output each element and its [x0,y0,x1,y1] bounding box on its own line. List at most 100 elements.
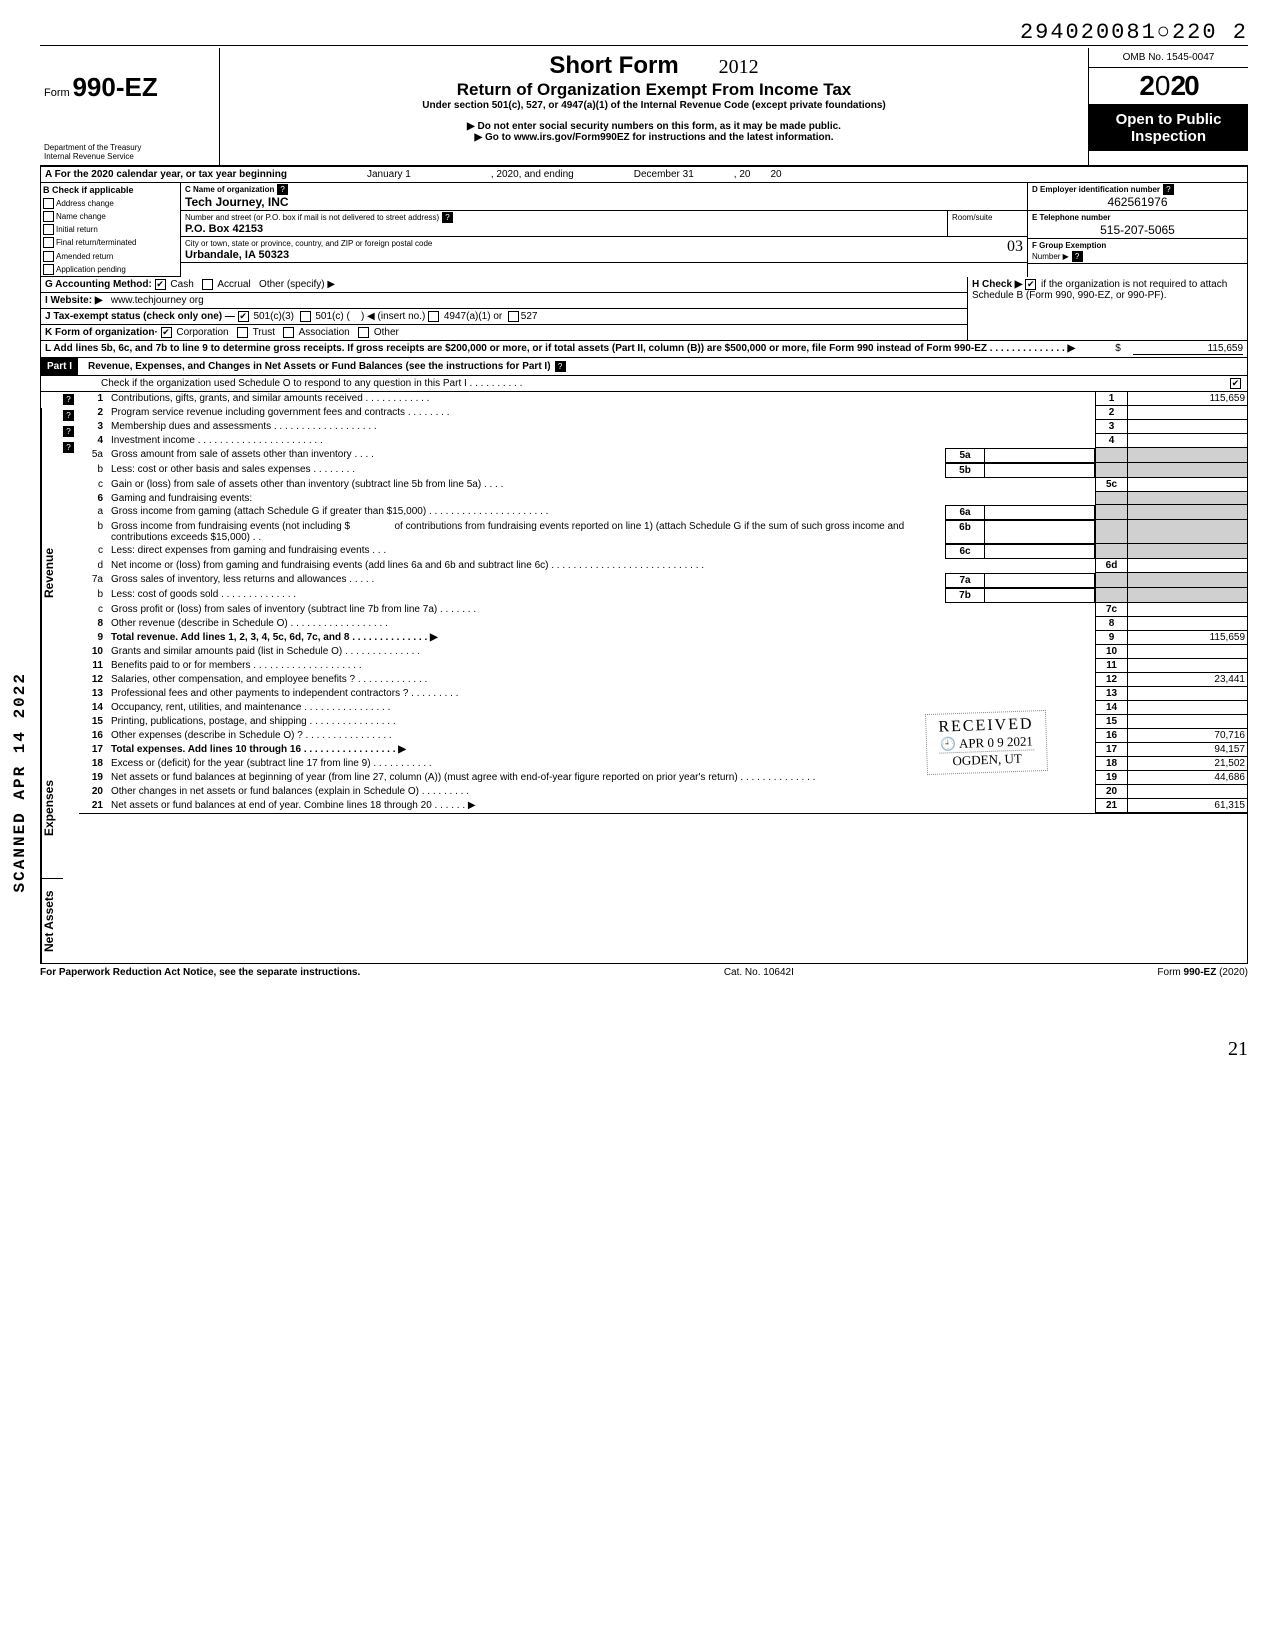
line-6: 6 Gaming and fundraising events: [79,492,1247,505]
line-amt-shade [1127,520,1247,544]
b-name-change[interactable]: Name change [41,210,180,223]
i-label: I Website: ▶ [45,295,103,306]
line-a: A For the 2020 calendar year, or tax yea… [40,167,1248,183]
g-accrual-check[interactable] [202,279,213,290]
help-icon[interactable]: ? [442,212,453,223]
subtitle: Under section 501(c), 527, or 4947(a)(1)… [230,100,1078,111]
line-box: 7c [1095,603,1127,617]
line-text: Gaming and fundraising events: [109,492,1095,505]
k-trust-check[interactable] [237,327,248,338]
inner-amt [985,588,1095,603]
line-amount [1127,701,1247,715]
part1-schedule-o-check[interactable] [1230,378,1241,389]
line-6d: d Net income or (loss) from gaming and f… [79,559,1247,573]
line-text: Program service revenue including govern… [109,406,1095,420]
revenue-sidelabel: Revenue [41,408,63,738]
j-4947-check[interactable] [428,311,439,322]
line-text: Total revenue. Add lines 1, 2, 3, 4, 5c,… [109,631,1095,645]
help-icon[interactable]: ? [1163,184,1174,195]
k-other: Other [374,327,399,338]
note-website: ▶ Go to www.irs.gov/Form990EZ for instru… [230,132,1078,143]
inner-amt [985,520,1095,544]
line-box: 13 [1095,687,1127,701]
line-number: c [79,603,109,617]
g-cash-check[interactable] [155,279,166,290]
line-number: 13 [79,687,109,701]
line-box: 10 [1095,645,1127,659]
line-box-shade [1095,520,1127,544]
line-box: 2 [1095,406,1127,420]
f-label2: Number ▶ [1032,252,1069,261]
line-amount [1127,434,1247,448]
line-text: Less: direct expenses from gaming and fu… [109,544,945,559]
line-text: Gross income from gaming (attach Schedul… [109,505,945,520]
note-ssn: ▶ Do not enter social security numbers o… [230,121,1078,132]
line-number: 1 [79,392,109,406]
omb-number: OMB No. 1545-0047 [1089,48,1248,68]
help-icon[interactable]: ? [63,410,74,421]
line-a-label: A For the 2020 calendar year, or tax yea… [45,169,287,180]
line-box: 6d [1095,559,1127,573]
j-501c-check[interactable] [300,311,311,322]
line-text: Contributions, gifts, grants, and simila… [109,392,1095,406]
line-6a: a Gross income from gaming (attach Sched… [79,505,1247,520]
help-icon[interactable]: ? [63,442,74,453]
help-icon[interactable]: ? [1072,251,1083,262]
b-address-change[interactable]: Address change [41,197,180,210]
k-corp-check[interactable] [161,327,172,338]
line-number: 9 [79,631,109,645]
j-527-check[interactable] [508,311,519,322]
line-16: 16 Other expenses (describe in Schedule … [79,729,1247,743]
line-14: 14 Occupancy, rent, utilities, and maint… [79,701,1247,715]
j-501c3-check[interactable] [238,311,249,322]
line-amt-shade [1127,544,1247,559]
line-15: 15 Printing, publications, postage, and … [79,715,1247,729]
help-icon[interactable]: ? [63,394,74,405]
line-text: Investment income . . . . . . . . . . . … [109,434,1095,448]
line-box-shade [1095,544,1127,559]
h-check[interactable] [1025,279,1036,290]
line-l: L Add lines 5b, 6c, and 7b to line 9 to … [40,341,1248,358]
form-number: 990-EZ [72,72,157,102]
received-stamp: RECEIVED 🕘 APR 0 9 2021 OGDEN, UT [926,712,1047,773]
line-box: 5c [1095,478,1127,492]
line-box: 3 [1095,420,1127,434]
b-pending[interactable]: Application pending [41,263,180,277]
part1-label: Part I [41,358,78,375]
line-box: 4 [1095,434,1127,448]
line-amount [1127,617,1247,631]
line-7b: b Less: cost of goods sold . . . . . . .… [79,588,1247,603]
d-label: D Employer identification number [1032,185,1160,194]
help-icon[interactable]: ? [63,426,74,437]
line-a-begin: January 1 [367,169,411,180]
line-10: 10 Grants and similar amounts paid (list… [79,645,1247,659]
line-number: 8 [79,617,109,631]
k-assoc-check[interactable] [283,327,294,338]
help-icon[interactable]: ? [555,361,566,372]
inner-box: 6c [945,544,985,559]
line-text: Professional fees and other payments to … [109,687,1095,701]
expenses-sidelabel: Expenses [41,738,63,878]
b-amended[interactable]: Amended return [41,250,180,263]
b-final-return[interactable]: Final return/terminated [41,236,180,249]
line-9: 9 Total revenue. Add lines 1, 2, 3, 4, 5… [79,631,1247,645]
line-text: Other changes in net assets or fund bala… [109,785,1095,799]
street-label: Number and street (or P.O. box if mail i… [185,213,439,222]
b-label: B Check if applicable [41,183,180,197]
help-icon[interactable]: ? [277,184,288,195]
main-title: Return of Organization Exempt From Incom… [230,80,1078,100]
k-other-check[interactable] [358,327,369,338]
line-amt-shade [1127,588,1247,603]
tax-year: 20202020 [1089,68,1248,105]
b-initial-return[interactable]: Initial return [41,223,180,236]
line-5b: b Less: cost or other basis and sales ex… [79,463,1247,478]
j-501c: 501(c) ( [315,311,349,322]
line-text: Gain or (loss) from sale of assets other… [109,478,1095,492]
line-5c: c Gain or (loss) from sale of assets oth… [79,478,1247,492]
phone-value: 515-207-5065 [1032,223,1243,237]
part1-title: Revenue, Expenses, and Changes in Net As… [78,361,551,372]
inner-amt [985,463,1095,478]
line-21: 21 Net assets or fund balances at end of… [79,799,1247,814]
k-trust: Trust [253,327,275,338]
line-amount [1127,603,1247,617]
